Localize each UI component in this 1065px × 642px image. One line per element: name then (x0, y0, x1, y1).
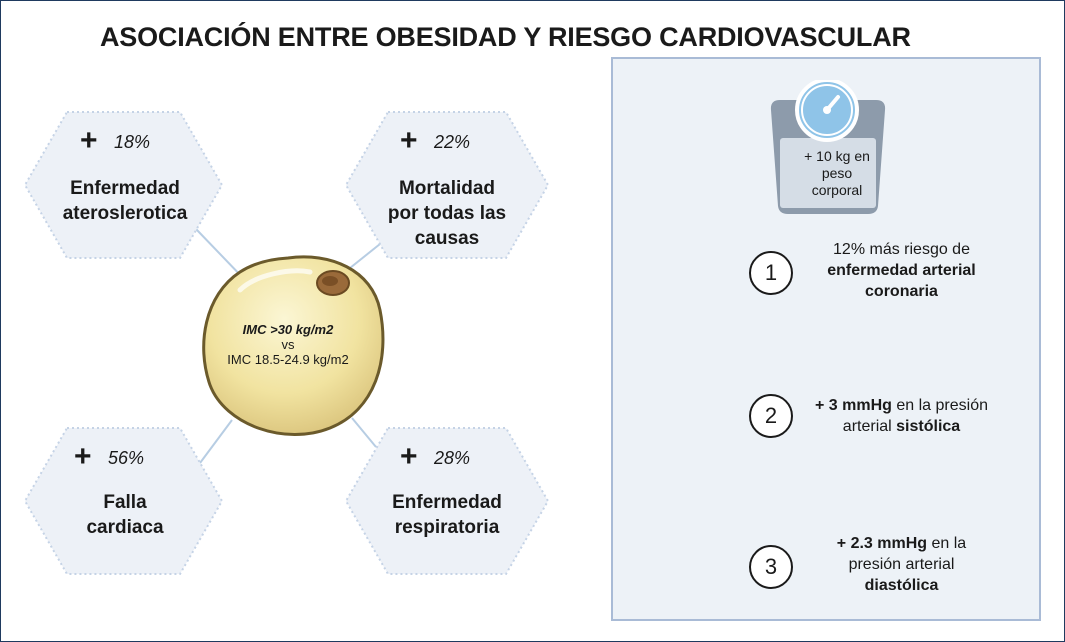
fat-cell-nucleolus (322, 276, 338, 286)
bmi-normal: IMC 18.5-24.9 kg/m2 (227, 352, 349, 367)
effect-1-pre: 12% más riesgo de (833, 241, 970, 258)
effect-3-post: en la presión arterial (848, 535, 967, 573)
plus-icon: + (74, 440, 92, 473)
effect-2-post: en la presión arterial (842, 397, 988, 435)
effect-2-text: + 3 mmHg en la presión arterial sistólic… (814, 395, 989, 437)
effect-1-text: 12% más riesgo de enfermedad arterial co… (814, 239, 989, 302)
outcome-percent: 56% (108, 448, 145, 468)
hexagon-1 (23, 111, 224, 259)
effect-3-bold: + 2.3 mmHg (836, 535, 928, 552)
effect-2-bold2: sistólica (896, 418, 961, 435)
page-title: ASOCIACIÓN ENTRE OBESIDAD Y RIESGO CARDI… (100, 22, 911, 52)
bmi-vs: vs (281, 337, 295, 352)
step-number-3: 3 (749, 545, 793, 589)
outcome-label: Mortalidad por todas las causas (387, 178, 507, 249)
outcome-percent: 18% (114, 132, 151, 152)
outcome-percent: 22% (434, 132, 471, 152)
fat-cell (202, 255, 385, 436)
hexagon-4 (344, 427, 550, 575)
fat-cell-highlight (237, 268, 313, 293)
plus-icon: + (80, 124, 98, 157)
effect-2-bold: + 3 mmHg (815, 397, 892, 414)
outcome-label: Enfermedad respiratoria (392, 492, 502, 538)
step-number-2: 2 (749, 394, 793, 438)
bmi-obese: IMC >30 kg/m2 (242, 322, 334, 337)
effect-1-bold: enfermedad arterial coronaria (827, 262, 976, 300)
outcome-percent: 28% (434, 448, 471, 468)
outcome-label: Enfermedad ateroslerotica (62, 178, 188, 224)
hexagon-3 (23, 427, 224, 575)
scale-icon (770, 80, 886, 214)
bmi-comparison: IMC >30 kg/m2 vs IMC 18.5-24.9 kg/m2 (208, 322, 368, 367)
weight-gain-label: + 10 kg en peso corporal (804, 148, 870, 198)
plus-icon: + (400, 124, 418, 157)
effect-3-text: + 2.3 mmHg en la presión arterial diastó… (814, 533, 989, 596)
connector-line-3 (199, 419, 233, 464)
plus-icon: + (400, 440, 418, 473)
connector-line-4 (351, 417, 377, 448)
outcome-label: Falla cardiaca (86, 492, 164, 538)
hexagon-2 (344, 111, 550, 259)
step-number-1: 1 (749, 251, 793, 295)
effect-3-bold2: diastólica (864, 577, 939, 594)
